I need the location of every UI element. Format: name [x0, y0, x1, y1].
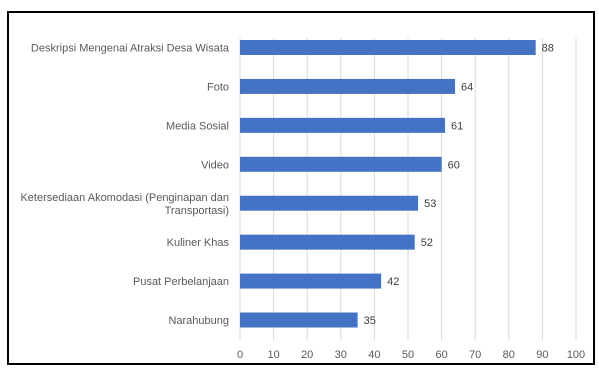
x-axis-tick-labels: 0 10 20 30 40 50 60 70 80 90 100 — [237, 349, 585, 361]
category-label: Pusat Perbelanjaan — [133, 276, 229, 288]
data-label: 35 — [364, 315, 376, 327]
category-label: Kuliner Khas — [167, 237, 230, 249]
bar — [240, 234, 415, 250]
x-tick-label: 10 — [267, 349, 279, 361]
category-label: Deskripsi Mengenai Atraksi Desa Wisata — [31, 43, 230, 55]
chart-frame — [7, 11, 595, 365]
data-label: 61 — [451, 120, 463, 132]
category-label: Ketersediaan Akomodasi (Penginapan dan Tr… — [20, 192, 229, 217]
x-tick-label: 70 — [469, 349, 481, 361]
data-label: 53 — [424, 198, 436, 210]
data-label: 52 — [421, 237, 433, 249]
x-tick-label: 100 — [567, 349, 585, 361]
x-tick-label: 20 — [301, 349, 313, 361]
data-labels: 88 64 61 60 53 52 42 35 — [364, 43, 554, 328]
bar — [240, 156, 442, 172]
category-label: Video — [201, 159, 229, 171]
category-label: Narahubung — [168, 315, 229, 327]
x-tick-label: 30 — [335, 349, 347, 361]
bar — [240, 40, 536, 55]
x-tick-label: 90 — [536, 349, 548, 361]
data-label: 64 — [461, 81, 473, 93]
bar — [240, 78, 456, 94]
category-label: Foto — [207, 81, 229, 93]
category-labels: Deskripsi Mengenai Atraksi Desa Wisata Fo… — [20, 43, 229, 328]
data-label: 60 — [448, 159, 460, 171]
x-tick-label: 60 — [435, 349, 447, 361]
x-tick-label: 50 — [402, 349, 414, 361]
data-label: 42 — [387, 276, 399, 288]
bar — [240, 312, 358, 328]
x-tick-label: 40 — [368, 349, 380, 361]
x-tick-label: 0 — [237, 349, 243, 361]
bars — [240, 40, 536, 328]
data-label: 88 — [542, 43, 554, 55]
bar — [240, 195, 419, 211]
bar — [240, 117, 445, 133]
category-label: Media Sosial — [166, 120, 229, 132]
bar — [240, 273, 382, 289]
x-tick-label: 80 — [503, 349, 515, 361]
